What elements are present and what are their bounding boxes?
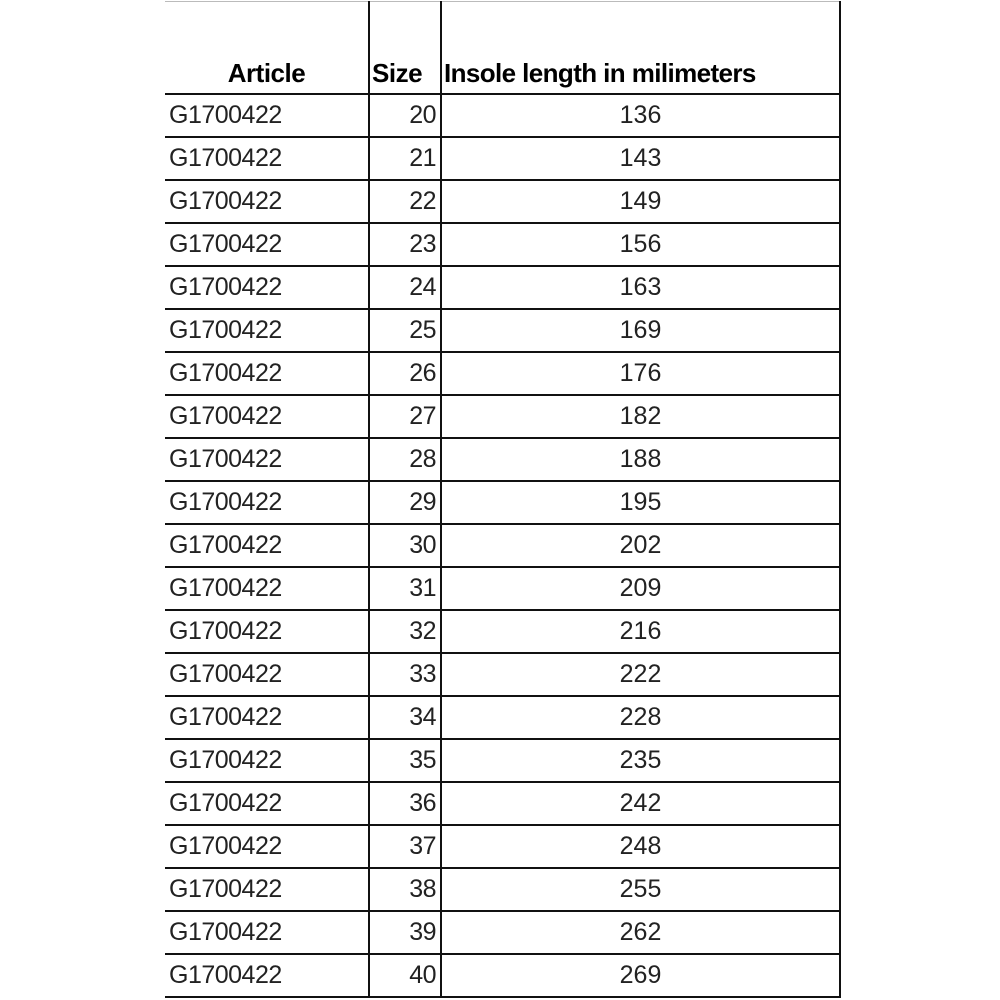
table-row: G1700422 39 262 — [165, 910, 841, 955]
header-article: Article — [165, 1, 370, 95]
size-cell: 23 — [368, 222, 442, 267]
article-cell: G1700422 — [165, 222, 370, 267]
size-cell: 36 — [368, 781, 442, 826]
table-row: G1700422 36 242 — [165, 781, 841, 826]
size-cell: 38 — [368, 867, 442, 912]
article-cell: G1700422 — [165, 738, 370, 783]
article-cell: G1700422 — [165, 652, 370, 697]
header-size: Size — [368, 1, 442, 95]
size-cell: 28 — [368, 437, 442, 482]
table-row: G1700422 29 195 — [165, 480, 841, 525]
article-cell: G1700422 — [165, 351, 370, 396]
article-cell: G1700422 — [165, 695, 370, 740]
insole-length-cell: 182 — [440, 394, 841, 439]
table-row: G1700422 32 216 — [165, 609, 841, 654]
size-cell: 34 — [368, 695, 442, 740]
article-cell: G1700422 — [165, 179, 370, 224]
article-cell: G1700422 — [165, 910, 370, 955]
insole-length-cell: 209 — [440, 566, 841, 611]
table-row: G1700422 38 255 — [165, 867, 841, 912]
size-cell: 27 — [368, 394, 442, 439]
article-cell: G1700422 — [165, 523, 370, 568]
insole-length-cell: 169 — [440, 308, 841, 353]
insole-length-cell: 222 — [440, 652, 841, 697]
size-cell: 37 — [368, 824, 442, 869]
article-cell: G1700422 — [165, 609, 370, 654]
table-row: G1700422 20 136 — [165, 93, 841, 138]
article-cell: G1700422 — [165, 824, 370, 869]
size-cell: 40 — [368, 953, 442, 998]
insole-length-cell: 248 — [440, 824, 841, 869]
table-row: G1700422 37 248 — [165, 824, 841, 869]
table-row: G1700422 28 188 — [165, 437, 841, 482]
size-cell: 30 — [368, 523, 442, 568]
header-insole-length: Insole length in milimeters — [440, 1, 841, 95]
table-row: G1700422 23 156 — [165, 222, 841, 267]
table-row: G1700422 27 182 — [165, 394, 841, 439]
article-cell: G1700422 — [165, 265, 370, 310]
insole-length-cell: 202 — [440, 523, 841, 568]
table-row: G1700422 40 269 — [165, 953, 841, 998]
insole-length-cell: 235 — [440, 738, 841, 783]
insole-length-cell: 255 — [440, 867, 841, 912]
table-row: G1700422 26 176 — [165, 351, 841, 396]
article-cell: G1700422 — [165, 781, 370, 826]
article-cell: G1700422 — [165, 566, 370, 611]
insole-length-cell: 136 — [440, 93, 841, 138]
size-cell: 32 — [368, 609, 442, 654]
article-cell: G1700422 — [165, 480, 370, 525]
header-row: Article Size Insole length in milimeters — [165, 1, 841, 95]
size-cell: 25 — [368, 308, 442, 353]
size-cell: 20 — [368, 93, 442, 138]
insole-length-cell: 262 — [440, 910, 841, 955]
size-cell: 26 — [368, 351, 442, 396]
insole-length-cell: 216 — [440, 609, 841, 654]
table-row: G1700422 21 143 — [165, 136, 841, 181]
article-cell: G1700422 — [165, 437, 370, 482]
size-cell: 22 — [368, 179, 442, 224]
size-cell: 29 — [368, 480, 442, 525]
article-cell: G1700422 — [165, 93, 370, 138]
table-row: G1700422 30 202 — [165, 523, 841, 568]
insole-length-cell: 176 — [440, 351, 841, 396]
article-cell: G1700422 — [165, 136, 370, 181]
insole-length-cell: 163 — [440, 265, 841, 310]
size-chart-table: Article Size Insole length in milimeters… — [165, 1, 841, 998]
table-row: G1700422 22 149 — [165, 179, 841, 224]
table-row: G1700422 31 209 — [165, 566, 841, 611]
size-cell: 24 — [368, 265, 442, 310]
article-cell: G1700422 — [165, 394, 370, 439]
size-cell: 31 — [368, 566, 442, 611]
insole-length-cell: 143 — [440, 136, 841, 181]
table-row: G1700422 35 235 — [165, 738, 841, 783]
size-cell: 21 — [368, 136, 442, 181]
article-cell: G1700422 — [165, 308, 370, 353]
insole-length-cell: 228 — [440, 695, 841, 740]
size-cell: 39 — [368, 910, 442, 955]
size-cell: 35 — [368, 738, 442, 783]
insole-length-cell: 242 — [440, 781, 841, 826]
insole-length-cell: 195 — [440, 480, 841, 525]
insole-length-cell: 149 — [440, 179, 841, 224]
table-row: G1700422 33 222 — [165, 652, 841, 697]
table-row: G1700422 25 169 — [165, 308, 841, 353]
article-cell: G1700422 — [165, 953, 370, 998]
table-row: G1700422 34 228 — [165, 695, 841, 740]
insole-length-cell: 188 — [440, 437, 841, 482]
insole-length-cell: 269 — [440, 953, 841, 998]
size-cell: 33 — [368, 652, 442, 697]
table-row: G1700422 24 163 — [165, 265, 841, 310]
article-cell: G1700422 — [165, 867, 370, 912]
insole-length-cell: 156 — [440, 222, 841, 267]
